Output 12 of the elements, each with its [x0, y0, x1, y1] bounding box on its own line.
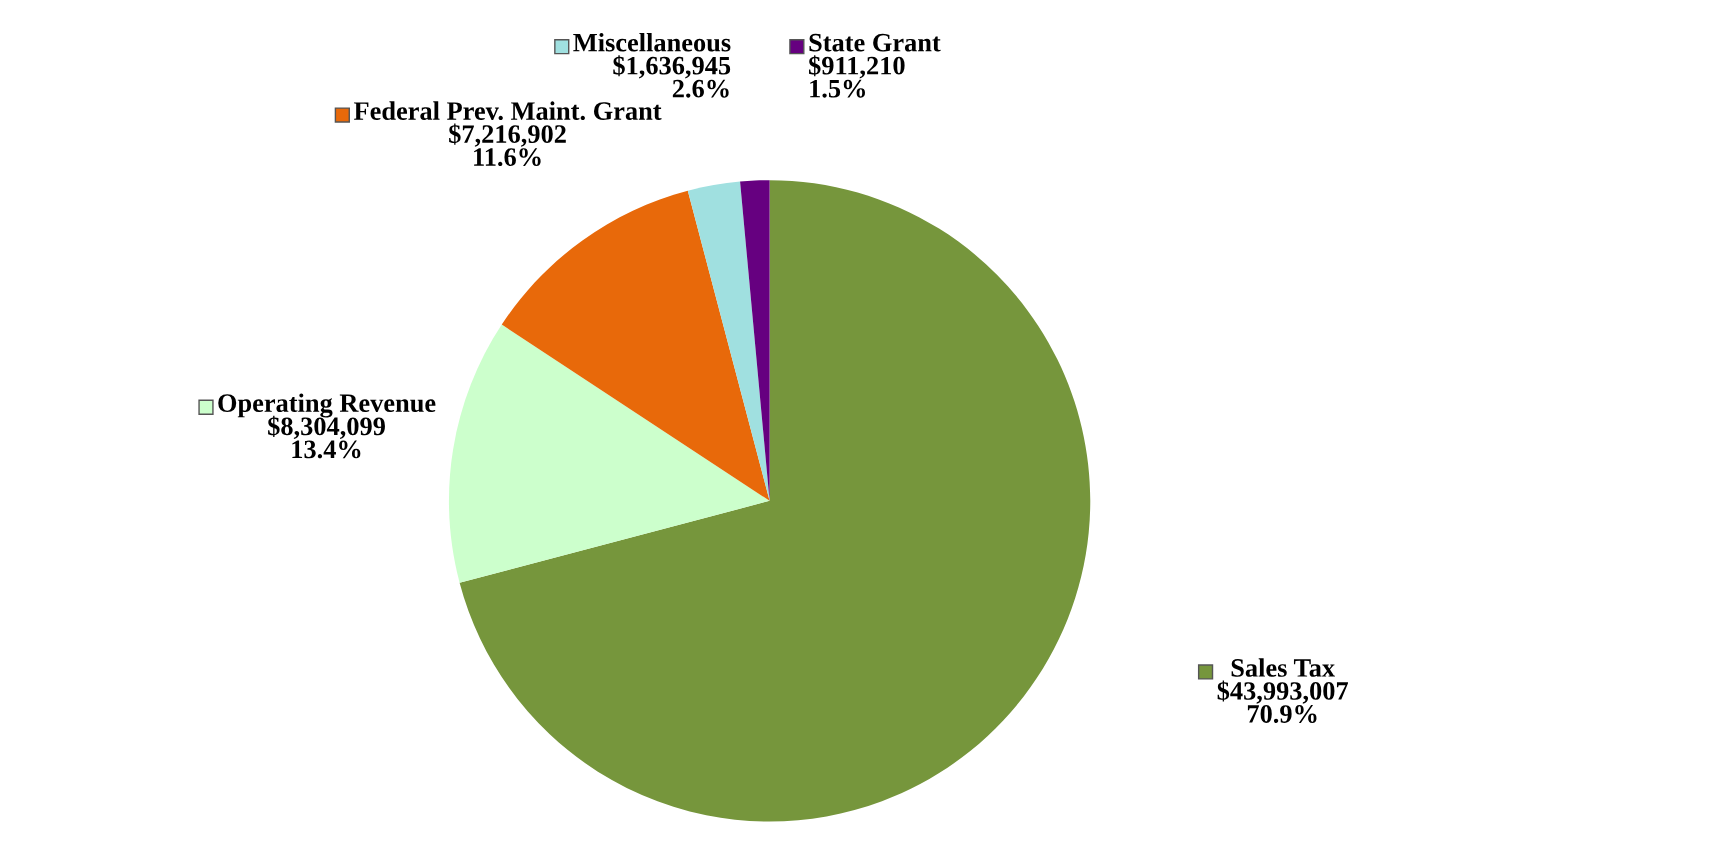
data-label: $7,216,902 11.6%: [449, 123, 566, 167]
pie-slice: [501, 190, 770, 501]
pie-slice: [740, 180, 770, 501]
pie-slice: [459, 180, 1091, 822]
pie-slice: [448, 324, 770, 583]
legend-label: State Grant: [809, 33, 941, 52]
data-label: $911,210 1.5%: [809, 55, 905, 98]
data-label: $43,993,007 70.9%: [1217, 680, 1349, 723]
data-label: $1,636,945 2.6%: [613, 55, 731, 98]
legend-label: Miscellaneous: [573, 32, 731, 52]
legend-label: Federal Prev. Maint. Grant: [353, 101, 662, 121]
legend-label: Sales Tax: [1231, 658, 1335, 677]
